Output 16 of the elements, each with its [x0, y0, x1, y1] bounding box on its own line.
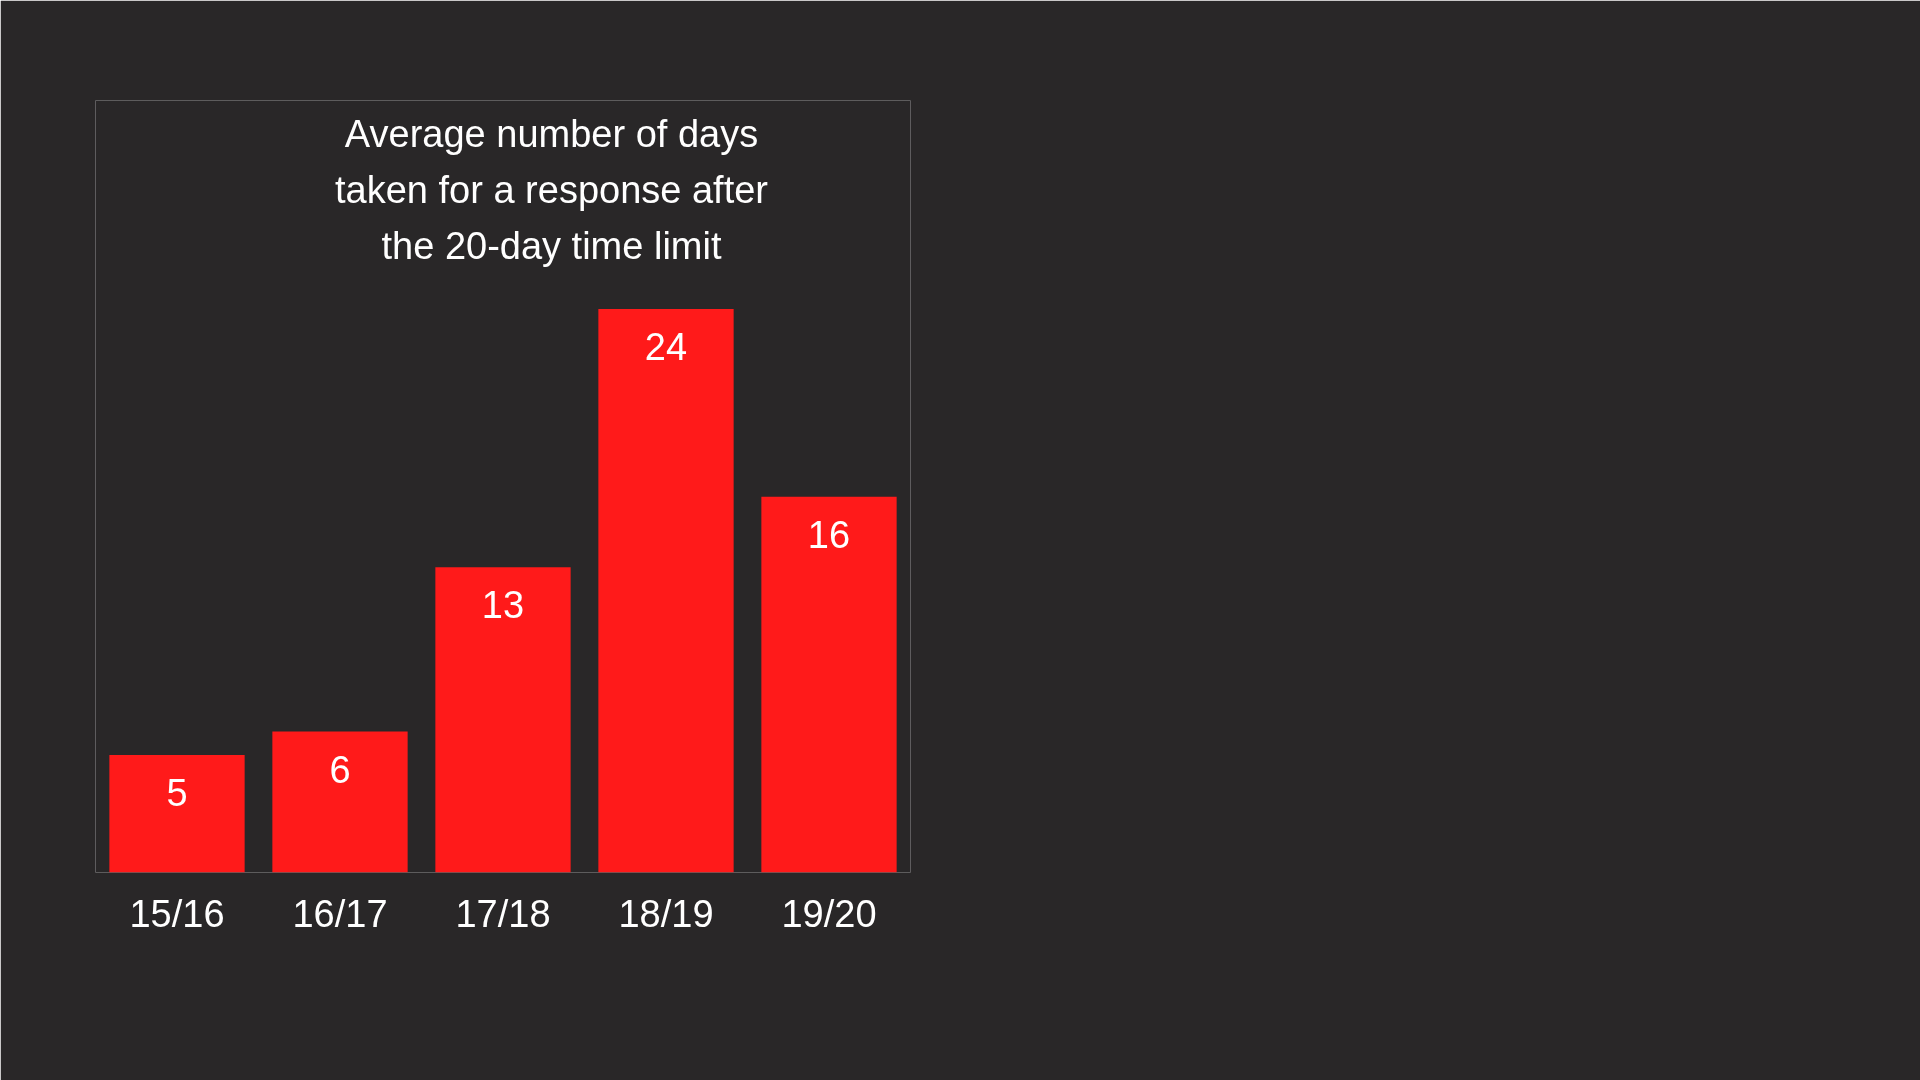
bar	[598, 309, 734, 873]
data-label: 24	[644, 326, 688, 368]
bar	[435, 567, 571, 873]
x-tick-label: 17/18	[455, 892, 551, 935]
x-tick-label: 16/17	[292, 892, 388, 935]
data-label: 16	[807, 513, 851, 556]
bar	[761, 496, 897, 873]
bar	[109, 755, 245, 873]
x-tick-label: 18/19	[618, 892, 714, 935]
bar	[272, 731, 408, 873]
chart-title: Average number of days taken for a response after the 20-day time limit	[334, 112, 769, 267]
data-label: 6	[329, 748, 351, 791]
x-tick-label: 15/16	[129, 892, 225, 935]
data-label: 5	[166, 772, 188, 815]
x-tick-label: 19/20	[781, 892, 877, 935]
data-label: 13	[481, 584, 525, 627]
